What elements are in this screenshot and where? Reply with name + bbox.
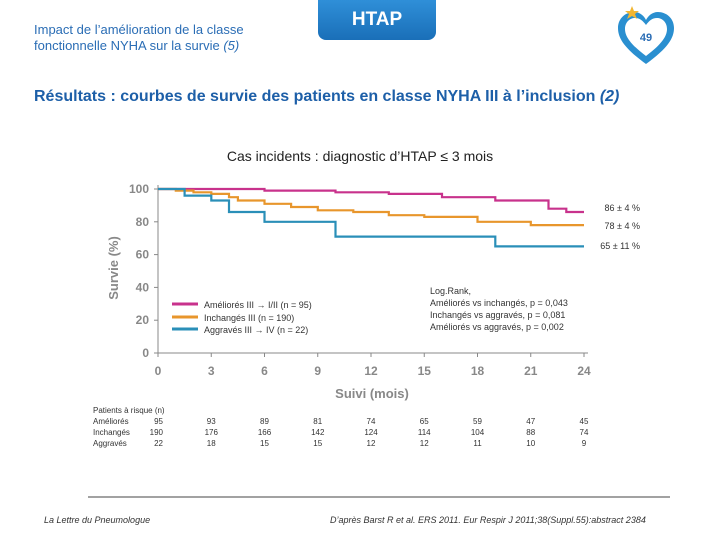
x-tick-label: 6	[261, 364, 268, 378]
header-title: Impact de l’amélioration de la classe fo…	[34, 22, 334, 54]
series-end-label: 86 ± 4 %	[605, 203, 640, 213]
risk-table-title: Patients à risque (n)	[93, 406, 165, 415]
legend-label: Inchangés III (n = 190)	[204, 313, 294, 323]
series-line-improved	[158, 187, 584, 214]
x-tick-label: 24	[577, 364, 591, 378]
section-title-ref: (2)	[599, 88, 620, 105]
risk-value: 166	[258, 428, 272, 437]
risk-row-label: Inchangés	[93, 428, 130, 437]
x-tick-label: 21	[524, 364, 538, 378]
risk-value: 65	[420, 417, 429, 426]
legend-label: Améliorés III → I/II (n = 95)	[204, 300, 312, 310]
htap-tab: HTAP	[318, 0, 436, 40]
risk-value: 176	[205, 428, 219, 437]
y-tick-label: 100	[129, 182, 149, 196]
risk-value: 74	[580, 428, 589, 437]
header-title-ref: (5)	[223, 38, 240, 53]
risk-value: 10	[526, 439, 535, 448]
y-tick-label: 0	[142, 346, 149, 360]
risk-value: 15	[260, 439, 269, 448]
logrank-annotation-line: Améliorés vs aggravés, p = 0,002	[430, 322, 564, 332]
page-number: 49	[640, 32, 652, 44]
risk-value: 18	[207, 439, 216, 448]
series-line-unchanged	[158, 187, 584, 227]
x-axis-label: Suivi (mois)	[335, 386, 409, 401]
section-title-text: Résultats : courbes de survie des patien…	[34, 88, 600, 105]
logrank-annotation-line: Améliorés vs inchangés, p = 0,043	[430, 298, 568, 308]
risk-value: 74	[367, 417, 376, 426]
risk-value: 81	[313, 417, 322, 426]
risk-value: 59	[473, 417, 482, 426]
series-end-label: 78 ± 4 %	[605, 221, 640, 231]
y-axis-label: Survie (%)	[106, 236, 121, 300]
risk-value: 93	[207, 417, 216, 426]
series-line-worsened	[158, 187, 584, 248]
y-tick-label: 20	[136, 313, 150, 327]
risk-value: 88	[526, 428, 535, 437]
logrank-annotation-line: Log.Rank,	[430, 286, 471, 296]
header-title-line2: fonctionnelle NYHA sur la survie	[34, 38, 224, 53]
risk-value: 89	[260, 417, 269, 426]
legend-label: Aggravés III → IV (n = 22)	[204, 325, 308, 335]
risk-value: 124	[364, 428, 378, 437]
logrank-annotation-line: Inchangés vs aggravés, p = 0,081	[430, 310, 565, 320]
heart-logo-icon: 49	[618, 6, 674, 64]
risk-value: 190	[150, 428, 164, 437]
x-tick-label: 9	[314, 364, 321, 378]
section-title: Résultats : courbes de survie des patien…	[34, 88, 714, 106]
series-end-label: 65 ± 11 %	[600, 241, 640, 251]
risk-value: 47	[526, 417, 535, 426]
risk-row-label: Aggravés	[93, 439, 127, 448]
footer-reference: D’après Barst R et al. ERS 2011. Eur Res…	[330, 515, 646, 525]
footer-source: La Lettre du Pneumologue	[44, 515, 151, 525]
risk-value: 12	[367, 439, 376, 448]
risk-value: 15	[313, 439, 322, 448]
risk-value: 11	[473, 439, 482, 448]
x-tick-label: 15	[418, 364, 432, 378]
header-title-line1: Impact de l’amélioration de la classe	[34, 22, 244, 37]
y-tick-label: 40	[136, 280, 150, 294]
risk-value: 12	[420, 439, 429, 448]
risk-value: 104	[471, 428, 485, 437]
x-tick-label: 12	[364, 364, 378, 378]
risk-value: 9	[582, 439, 587, 448]
x-tick-label: 3	[208, 364, 215, 378]
risk-value: 142	[311, 428, 325, 437]
risk-value: 45	[580, 417, 589, 426]
y-tick-label: 60	[136, 248, 150, 262]
risk-value: 95	[154, 417, 163, 426]
x-tick-label: 18	[471, 364, 485, 378]
y-tick-label: 80	[136, 215, 150, 229]
risk-row-label: Améliorés	[93, 417, 129, 426]
risk-value: 114	[418, 428, 431, 437]
risk-value: 22	[154, 439, 163, 448]
x-tick-label: 0	[155, 364, 162, 378]
chart-title: Cas incidents : diagnostic d’HTAP ≤ 3 mo…	[226, 148, 494, 164]
